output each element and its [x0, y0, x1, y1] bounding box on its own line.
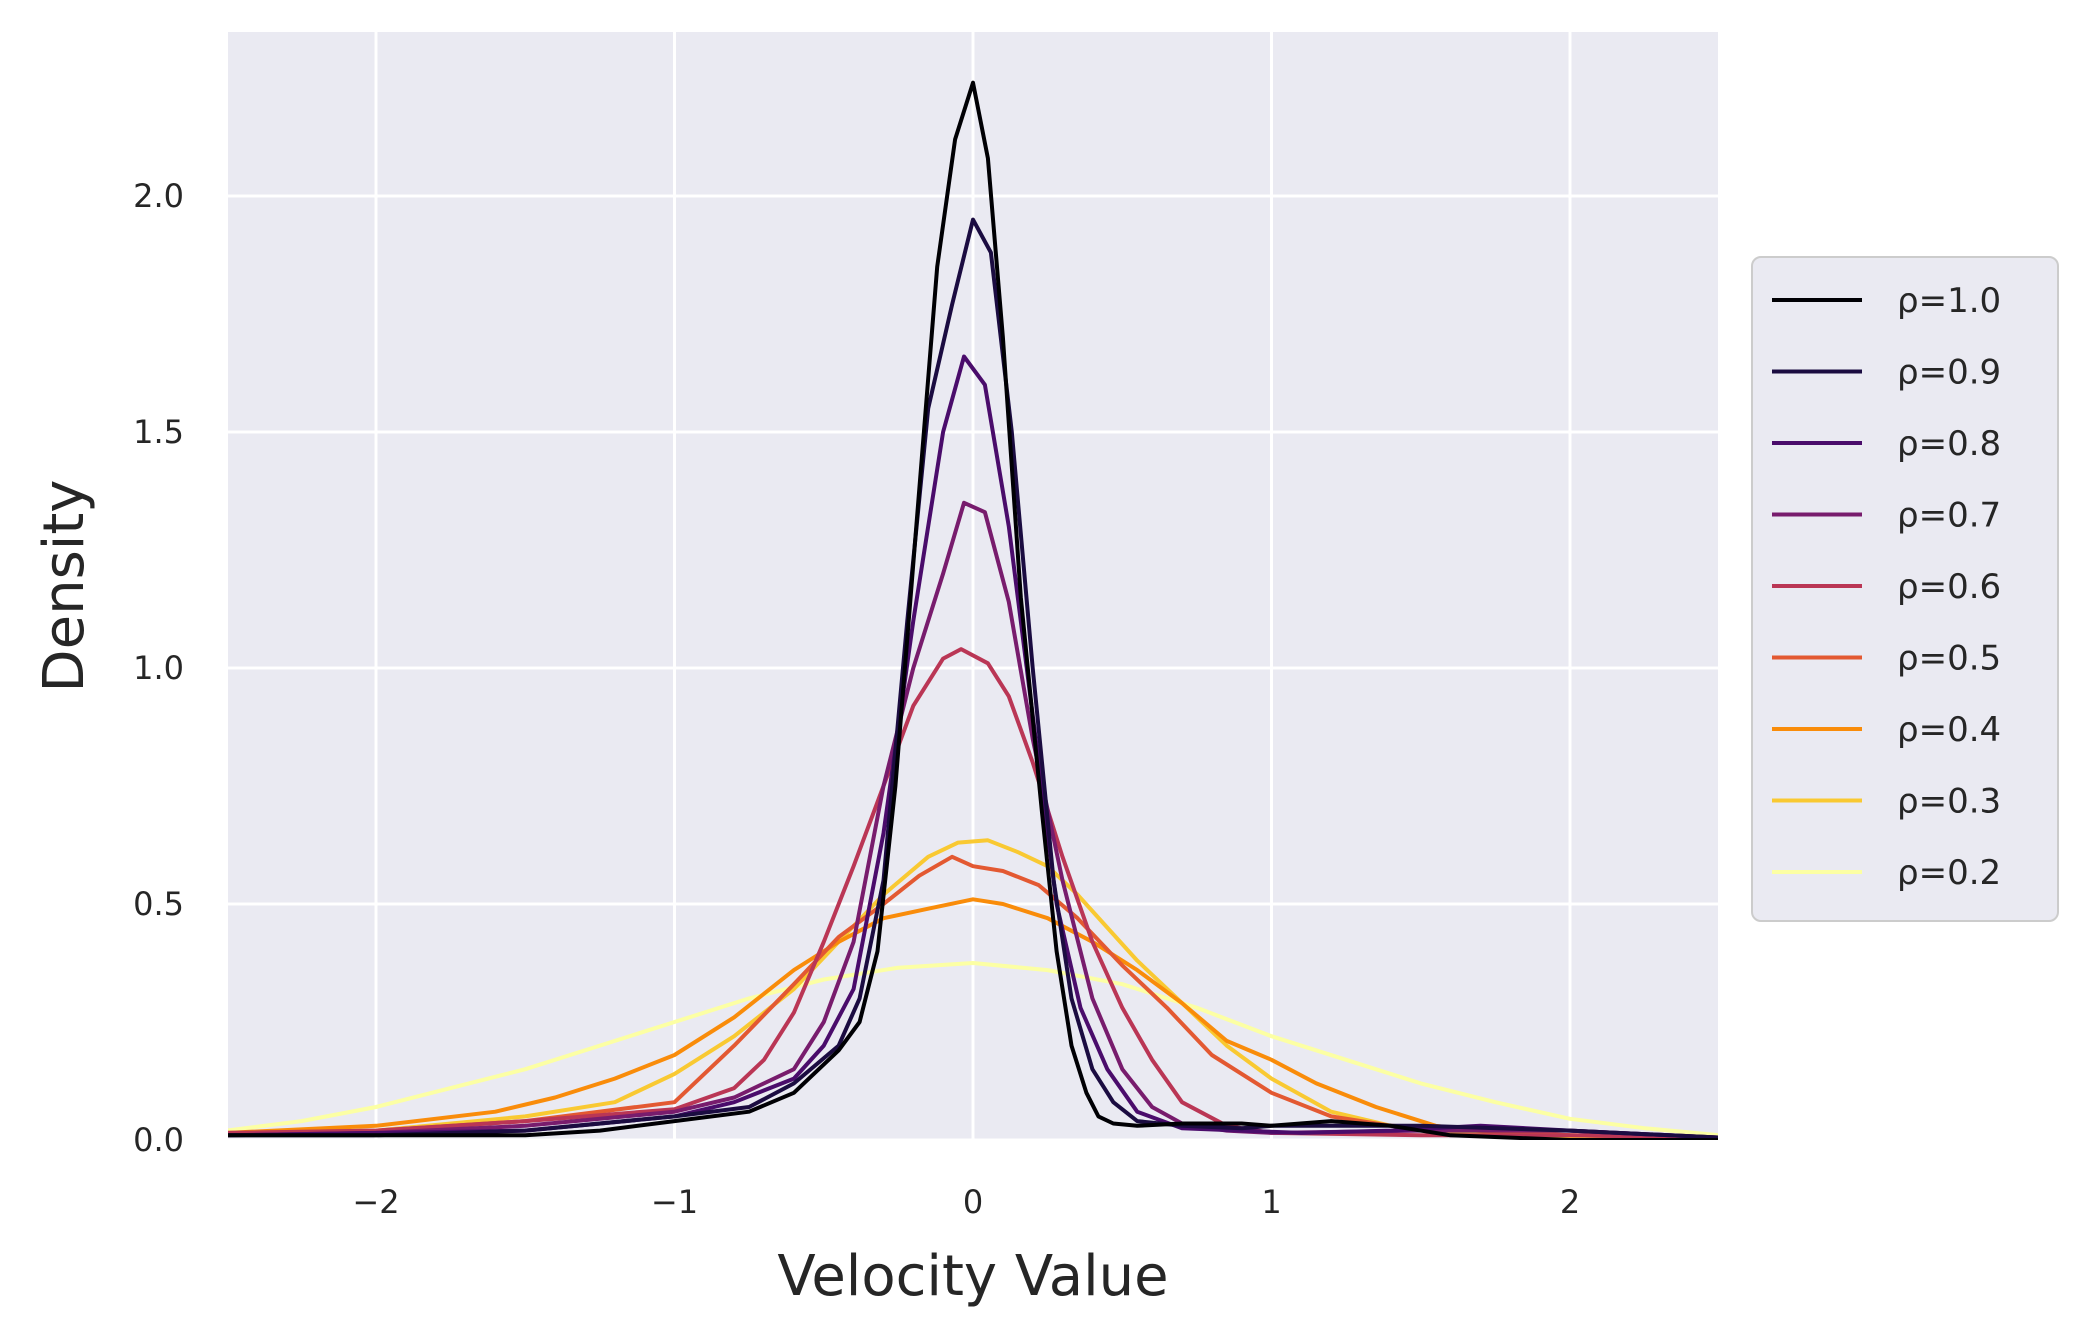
legend-label: ρ=0.5 [1897, 639, 2001, 679]
y-axis-ticks: 0.0 0.5 1.0 1.5 2.0 [133, 177, 184, 1159]
y-tick-label: 0.0 [133, 1121, 184, 1159]
legend-label: ρ=0.6 [1897, 567, 2001, 607]
y-axis-title: Density [32, 480, 97, 693]
y-tick-label: 0.5 [133, 885, 184, 923]
x-axis-title: Velocity Value [777, 1244, 1168, 1309]
x-tick-label: 1 [1261, 1183, 1281, 1221]
legend: ρ=1.0 ρ=0.9 ρ=0.8 ρ=0.7 ρ=0.6 ρ=0.5 ρ=0.4 ρ=0.3… [1751, 256, 2059, 922]
legend-label: ρ=0.3 [1897, 782, 2001, 822]
series-line-8 [228, 961, 1718, 1138]
series-line-5 [228, 854, 1718, 1140]
series-line-0 [228, 80, 1718, 1140]
x-axis-ticks: −2 −1 0 1 2 [352, 1183, 1580, 1221]
legend-label: ρ=0.4 [1897, 710, 2001, 750]
legend-label: ρ=0.7 [1897, 496, 2001, 536]
legend-label: ρ=0.9 [1897, 353, 2001, 393]
series-lines [228, 80, 1718, 1140]
x-tick-label: −2 [352, 1183, 399, 1221]
x-tick-label: 0 [963, 1183, 983, 1221]
y-tick-label: 1.5 [133, 413, 184, 451]
legend-label: ρ=0.2 [1897, 853, 2001, 893]
y-tick-label: 1.0 [133, 649, 184, 687]
legend-frame [1751, 256, 2059, 922]
series-line-7 [228, 838, 1718, 1140]
legend-label: ρ=1.0 [1897, 281, 2001, 321]
y-tick-label: 2.0 [133, 177, 184, 215]
legend-label: ρ=0.8 [1897, 424, 2001, 464]
x-tick-label: 2 [1560, 1183, 1580, 1221]
series-line-6 [228, 897, 1718, 1140]
series-line-2 [228, 354, 1718, 1140]
x-tick-label: −1 [651, 1183, 698, 1221]
grid-lines [228, 32, 1718, 1142]
